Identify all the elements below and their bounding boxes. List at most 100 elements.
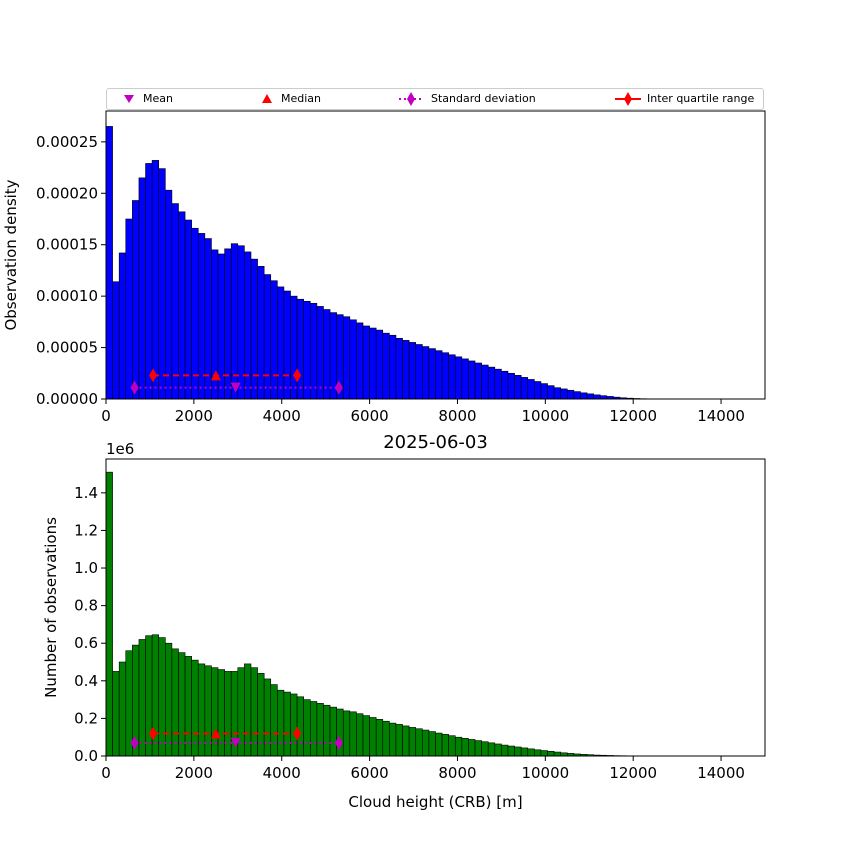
histogram-bar xyxy=(263,678,272,757)
histogram-bar xyxy=(118,661,127,757)
histogram-bar xyxy=(132,200,140,400)
histogram-bar xyxy=(178,211,186,400)
histogram-bar xyxy=(494,743,502,757)
x-tick-label: 12000 xyxy=(609,407,657,425)
x-tick-label: 14000 xyxy=(697,407,745,425)
histogram-bar xyxy=(527,379,535,400)
histogram-bar xyxy=(560,388,568,400)
count-histogram-panel: 0 2000 4000 6000 8000 10000 12000 14000 0.0 0.2 0.… xyxy=(42,432,766,811)
histogram-bar xyxy=(112,281,120,400)
histogram-bar xyxy=(138,177,146,400)
histogram-bar xyxy=(375,329,384,400)
x-tick-label: 14000 xyxy=(697,764,745,782)
histogram-bar xyxy=(474,362,482,400)
histogram-bar xyxy=(270,684,278,757)
histogram-bar xyxy=(197,233,206,400)
histogram-bar xyxy=(534,749,542,757)
histogram-bar xyxy=(125,650,133,757)
histogram-bar xyxy=(408,342,417,400)
histogram-bar xyxy=(382,720,390,757)
iqr-marker xyxy=(293,368,302,383)
histogram-bar xyxy=(534,381,542,400)
histogram-bar xyxy=(435,732,443,757)
histogram-bar xyxy=(501,744,509,757)
median-marker xyxy=(210,728,221,739)
histogram-bar xyxy=(145,163,153,400)
histogram-bar xyxy=(540,383,548,400)
histogram-bar xyxy=(448,354,456,400)
histogram-bar xyxy=(250,667,258,757)
y-tick-label: 0.00010 xyxy=(36,287,98,305)
histogram-bar xyxy=(362,715,370,757)
y-tick-label: 0.6 xyxy=(74,634,98,652)
histogram-bar xyxy=(553,387,562,400)
histogram-bar xyxy=(125,218,133,400)
histogram-bar xyxy=(481,741,489,757)
histogram-bar xyxy=(165,642,173,757)
histogram-bar xyxy=(454,356,463,400)
y-tick-label: 0.00015 xyxy=(36,236,98,254)
histogram-bar xyxy=(520,747,529,757)
histogram-bar xyxy=(369,717,377,757)
histogram-bar xyxy=(244,251,252,400)
histogram-bar xyxy=(277,689,285,757)
median-marker xyxy=(210,370,221,381)
histogram-bar xyxy=(356,322,364,400)
histogram-bar xyxy=(586,393,594,400)
x-tick-label: 8000 xyxy=(438,764,476,782)
histogram-bar xyxy=(435,350,443,400)
mean-marker xyxy=(230,737,241,748)
histogram-bar xyxy=(191,227,199,400)
histogram-bar xyxy=(468,360,476,400)
histogram-bar xyxy=(389,722,397,757)
histogram-bar xyxy=(468,739,476,757)
plot-frame xyxy=(105,110,766,400)
x-tick-label: 4000 xyxy=(263,764,301,782)
x-tick-label: 0 xyxy=(101,407,111,425)
histogram-bar xyxy=(487,366,496,400)
histogram-bar xyxy=(158,637,166,757)
histogram-bar xyxy=(118,252,127,400)
histogram-bar xyxy=(566,389,575,400)
y-tick-label: 0.00005 xyxy=(36,339,98,357)
y-tick-label: 0.00025 xyxy=(36,133,98,151)
histogram-bar xyxy=(105,126,113,400)
histogram-bar xyxy=(408,727,417,757)
histogram-bar xyxy=(151,160,160,400)
histogram-bar xyxy=(375,719,384,757)
legend-label-iqr: Inter quartile range xyxy=(647,92,755,105)
x-tick-label: 0 xyxy=(101,764,111,782)
x-tick-label: 12000 xyxy=(609,764,657,782)
x-tick-label: 10000 xyxy=(521,764,569,782)
histogram-bar xyxy=(323,309,331,400)
histogram-bar xyxy=(356,713,364,757)
histogram-bar xyxy=(428,348,436,400)
histogram-bar xyxy=(184,219,192,400)
diamond-dotted-line-icon xyxy=(399,92,423,106)
std-range-marker xyxy=(130,735,139,750)
x-tick-label: 4000 xyxy=(263,407,301,425)
histogram-bar xyxy=(441,734,449,757)
histogram-bar xyxy=(362,325,370,400)
y-axis-label: Observation density xyxy=(2,179,20,330)
triangle-down-icon xyxy=(124,95,134,103)
y-axis-label: Number of observations xyxy=(42,517,60,698)
histogram-bar xyxy=(145,635,153,757)
y-tick-label: 1.2 xyxy=(74,521,98,539)
histogram-bar xyxy=(580,392,588,400)
histogram-bar xyxy=(573,391,581,400)
histogram-bar xyxy=(507,372,515,400)
histogram-bar xyxy=(422,346,430,400)
histogram-bar xyxy=(494,368,502,400)
y-tick-label: 0.0 xyxy=(74,747,98,765)
histogram-bar xyxy=(402,340,410,400)
histogram-bar xyxy=(402,725,410,757)
legend-item-mean: Mean xyxy=(115,89,235,109)
histogram-bar xyxy=(138,639,146,757)
histogram-bar xyxy=(461,358,469,400)
std-range-marker xyxy=(130,380,139,395)
y-tick-label: 0.2 xyxy=(74,709,98,727)
histogram-bar xyxy=(382,332,390,400)
legend-item-median: Median xyxy=(253,89,373,109)
histogram-bar xyxy=(349,711,357,757)
